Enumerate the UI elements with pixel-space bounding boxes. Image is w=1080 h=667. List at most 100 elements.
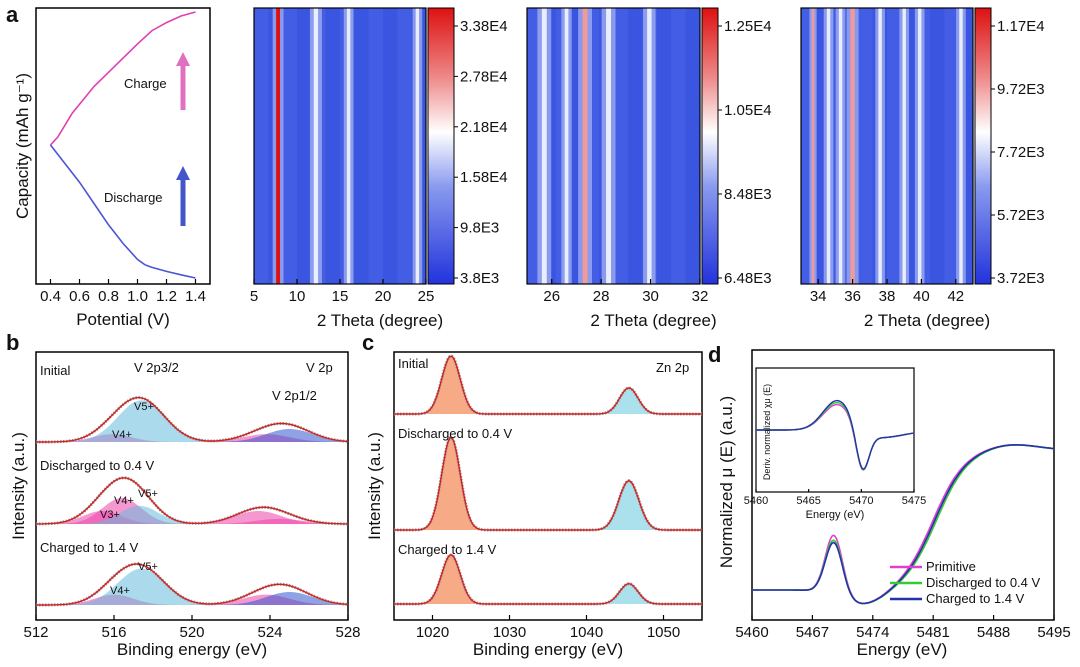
heatmap-peak-line — [878, 8, 882, 284]
heatmap-x-tick-label: 36 — [844, 288, 861, 305]
zn-label-discharged: Discharged to 0.4 V — [398, 426, 513, 441]
zn-label-charged: Charged to 1.4 V — [398, 542, 497, 557]
gcd-tick-label: 0.4 — [40, 288, 61, 305]
panel-letter-b: b — [6, 330, 19, 355]
heatmap-x-tick-label: 5 — [250, 288, 258, 305]
v2p-x-label: Binding energy (eV) — [117, 640, 267, 659]
heatmap-peak-line — [564, 8, 569, 284]
heatmap-band — [858, 8, 873, 284]
heatmap-band — [944, 8, 959, 284]
v5-label-2: V5+ — [138, 488, 158, 500]
xanes-x-tick-label: 5495 — [1037, 624, 1070, 641]
xps-x-tick-label: 520 — [179, 624, 204, 641]
heatmap-x-tick-label: 32 — [692, 288, 709, 305]
heatmap-band — [282, 8, 297, 284]
heatmap-x-tick-label: 40 — [913, 288, 930, 305]
colorbar-label: 1.05E4 — [724, 102, 772, 119]
zn-label-initial: Initial — [398, 356, 428, 371]
xanes-x-tick-label: 5481 — [917, 624, 950, 641]
xps-component-fill — [394, 356, 702, 414]
xanes-plot: 5460 5467 5474 5481 5488 5495 Energy (eV) Nor… — [717, 349, 1071, 659]
heatmap-x-tick-label: 42 — [947, 288, 964, 305]
colorbar-label: 3.72E3 — [997, 270, 1045, 287]
xps-zn2p-plot: 1020 1030 1040 1050 Binding energy (eV) Int… — [365, 351, 703, 659]
inset-series — [756, 399, 915, 471]
heatmap-x-tick-label: 26 — [543, 288, 560, 305]
heatmap-peak-line — [346, 8, 351, 284]
heatmap-x-label: 2 Theta (degree) — [590, 311, 716, 330]
legend-label: Charged to 1.4 V — [926, 591, 1025, 606]
xps-x-tick-label: 1040 — [570, 624, 603, 641]
heatmap-peak-line — [826, 8, 831, 284]
inset-line — [756, 399, 915, 470]
v2p-x-ticks: 512 516 520 524 528 — [23, 615, 361, 641]
xanes-line — [752, 444, 1055, 605]
heatmap-band — [671, 8, 686, 284]
v2p-spectra — [35, 396, 349, 607]
xps-x-tick-label: 1050 — [647, 624, 680, 641]
xps-x-tick-label: 1030 — [493, 624, 526, 641]
inset-x-tick-label: 5475 — [902, 495, 926, 507]
xps-fit-envelope — [36, 396, 349, 443]
zn2p-y-label: Intensity (a.u.) — [365, 432, 384, 540]
legend-label: Discharged to 0.4 V — [926, 575, 1041, 590]
v2p-label-discharged: Discharged to 0.4 V — [40, 458, 155, 473]
heatmap-x-tick-label: 25 — [418, 288, 435, 305]
colorbar — [701, 7, 719, 285]
gcd-tick-label: 1.0 — [127, 288, 148, 305]
heatmap-peak-line — [850, 8, 855, 284]
v4-label-1: V4+ — [112, 429, 132, 441]
heatmap-x-tick-label: 28 — [593, 288, 610, 305]
gcd-tick-label: 0.6 — [69, 288, 90, 305]
heatmap-x-tick-label: 20 — [375, 288, 392, 305]
xrd-heatmap-2: 1.25E4 1.05E4 8.48E3 6.48E3 26 28 30 32 2 Theta … — [526, 7, 772, 330]
xps-fit-envelope — [35, 477, 348, 525]
xps-fit-envelope — [394, 554, 702, 605]
xps-x-tick-label: 528 — [335, 624, 360, 641]
inset-x-ticks: 5460 5465 5470 5475 — [744, 489, 926, 507]
colorbar-label: 7.72E3 — [997, 144, 1045, 161]
heatmap-peak-line — [647, 8, 652, 284]
inset-y-label: Deriv. normalized χμ (E) — [762, 384, 772, 480]
gcd-line-charge — [49, 11, 196, 146]
gcd-tick-label: 0.8 — [98, 288, 119, 305]
colorbar-label: 5.72E3 — [997, 207, 1045, 224]
v5-label-1: V5+ — [134, 401, 154, 413]
colorbar-label: 9.72E3 — [997, 81, 1045, 98]
panel-letter-d: d — [708, 342, 721, 367]
xrd-heatmap-1: 3.38E4 2.78E4 2.18E4 1.58E4 9.8E3 3.8E3 5 10 15 2… — [250, 7, 508, 330]
xanes-series — [752, 443, 1055, 605]
colorbar-label: 2.18E4 — [460, 119, 508, 136]
v2p-title: V 2p — [306, 360, 333, 375]
heatmap-x-tick-label: 38 — [879, 288, 896, 305]
xanes-y-label: Normalized μ (E) (a.u.) — [717, 396, 736, 568]
gcd-tick-label: 1.2 — [156, 288, 177, 305]
colorbar-label: 1.58E4 — [460, 169, 508, 186]
gcd-tick-label: 1.4 — [185, 288, 206, 305]
xanes-x-tick-label: 5474 — [856, 624, 889, 641]
heatmap-peak-line — [313, 8, 319, 284]
v4-label-3: V4+ — [110, 585, 130, 597]
xps-x-tick-label: 512 — [23, 624, 48, 641]
zn2p-spectra — [394, 354, 702, 606]
xanes-x-tick-label: 5467 — [796, 624, 829, 641]
heatmap-peak-line — [838, 8, 843, 284]
gcd-line-discharge — [49, 144, 196, 279]
gcd-x-ticks: 0.4 0.6 0.8 1.0 1.2 1.4 — [40, 279, 206, 305]
xanes-x-label: Energy (eV) — [857, 640, 948, 659]
heatmap-peak-line — [811, 8, 815, 284]
heatmap-peak-line — [959, 8, 963, 284]
colorbar-label: 1.17E4 — [997, 18, 1045, 35]
heatmap-x-tick-label: 34 — [810, 288, 827, 305]
xanes-x-tick-label: 5460 — [735, 624, 768, 641]
colorbar-label: 6.48E3 — [724, 270, 772, 287]
colorbar-label: 8.48E3 — [724, 186, 772, 203]
inset-x-tick-label: 5460 — [744, 495, 768, 507]
xps-component-fill — [394, 387, 702, 414]
xps-x-tick-label: 516 — [101, 624, 126, 641]
xps-fit-envelope — [394, 436, 702, 531]
legend-label: Primitive — [926, 559, 976, 574]
v3-label: V3+ — [100, 509, 120, 521]
